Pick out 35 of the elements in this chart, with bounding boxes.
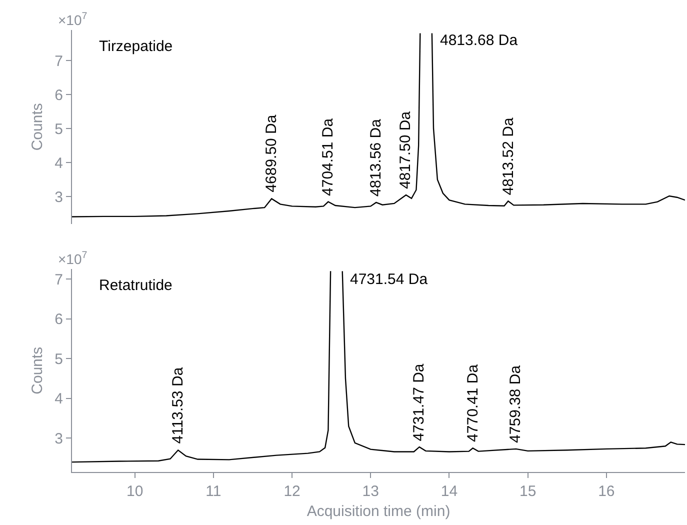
y-tick-label: 7 <box>54 52 63 70</box>
annotation: 4813.52 Da <box>500 117 518 196</box>
annotation: 4817.50 Da <box>397 110 414 189</box>
y-tick-label: 4 <box>54 390 63 408</box>
y-tick-label: 5 <box>54 350 63 368</box>
y-tick-label: 3 <box>54 188 63 206</box>
y-tick-label: 5 <box>54 120 63 138</box>
text: ×10$^{7}$ <box>58 250 88 267</box>
x-axis-title: Acquisition time (min) <box>306 503 450 520</box>
annotation: 4731.47 Da <box>410 363 428 442</box>
annotation: 4813.68 Da <box>440 32 518 49</box>
annotation: 4689.50 Da <box>262 114 280 192</box>
annotation: 4731.54 Da <box>350 271 428 288</box>
y-axis-title: Counts <box>28 346 46 394</box>
text: Retatrutide <box>99 277 172 294</box>
x-tick-label: 14 <box>440 483 458 500</box>
text: Tirzepatide <box>99 38 173 55</box>
annotation: 4113.53 Da <box>169 366 186 444</box>
text: ×10$^{7}$ <box>58 11 88 28</box>
annotation: 4759.38 Da <box>507 364 524 443</box>
x-tick-label: 13 <box>362 483 379 500</box>
x-tick-label: 12 <box>284 483 300 500</box>
annotation: 4704.51 Da <box>319 118 336 196</box>
x-tick-label: 16 <box>598 483 615 500</box>
y-tick-label: 6 <box>54 311 63 328</box>
y-tick-label: 4 <box>54 154 63 172</box>
y-tick-label: 6 <box>54 86 63 104</box>
y-tick-label: 3 <box>54 430 63 448</box>
y-tick-label: 7 <box>54 271 63 288</box>
annotation: 4813.56 Da <box>368 118 385 197</box>
annotation: 4770.41 Da <box>464 364 482 442</box>
y-axis-title: Counts <box>28 103 46 151</box>
x-tick-label: 10 <box>126 483 144 500</box>
x-tick-label: 11 <box>206 483 222 500</box>
x-tick-label: 15 <box>519 483 536 500</box>
